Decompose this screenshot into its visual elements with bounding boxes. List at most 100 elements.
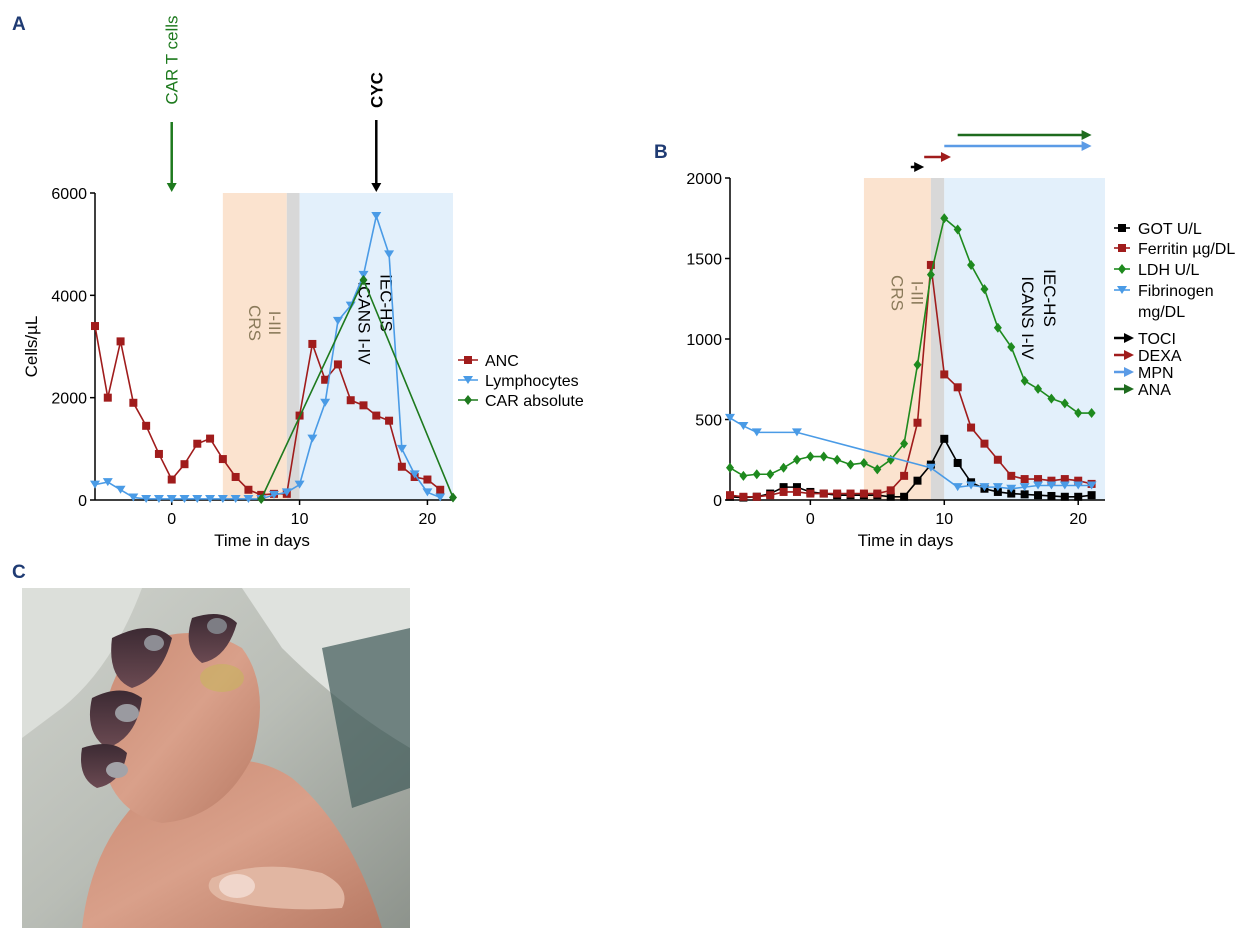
data-point-got [779,483,788,492]
data-point-ferritin [806,489,815,498]
data-point-anc [308,339,317,348]
legend-a-marker [464,356,472,364]
data-point-anc [129,398,138,407]
therapy-arrow-ana-head [1081,130,1092,140]
y-axis-label: Cells/µL [22,316,41,378]
data-point-ferritin [913,418,922,427]
data-point-ldh [1007,342,1016,353]
data-point-lymph [320,398,331,407]
legend-b-therapy-arrow-head [1124,333,1134,343]
data-point-ldh [1087,408,1096,419]
data-point-ldh [993,322,1002,333]
data-point-lymph [371,212,382,221]
data-point-anc [385,416,394,425]
data-point-lymph [179,494,190,503]
data-point-ferritin [886,486,895,495]
chart-b: CRS I-III ICANS I-IV IEC-HS 0 500 1000 1500 2000… [686,171,1105,550]
data-point-anc [244,485,253,494]
data-point-ldh [900,438,909,449]
therapy-arrow-mpn-head [1081,141,1092,151]
legend-a-label: Lymphocytes [485,373,579,390]
legend-b-marker [1118,264,1126,274]
data-point-fib [979,483,990,492]
data-point-lymph [115,485,126,494]
x-tick-label: 20 [419,511,437,528]
band-crs [222,193,287,500]
data-point-lymph [243,494,254,503]
data-point-got [940,434,949,443]
data-point-ferritin [926,260,935,269]
series-line-ferritin [729,264,1092,498]
data-point-ldh [739,470,748,481]
data-point-anc [154,449,163,458]
x-axis-label: Time in days [858,531,954,550]
y-tick-label: 0 [78,493,87,510]
x-tick-label: 10 [291,511,309,528]
data-point-lymph [166,494,177,503]
data-point-anc [372,411,381,420]
data-point-ferritin [1047,476,1056,485]
legend-a-marker [464,395,472,405]
data-point-lymph [205,494,216,503]
legend-b-marker [1117,286,1127,294]
data-point-ferritin [726,491,734,500]
x-tick-label: 0 [167,511,176,528]
data-point-anc [206,434,215,443]
data-point-ldh [806,451,815,462]
legend-a-label: CAR absolute [485,393,584,410]
data-point-fib [1019,483,1030,492]
data-point-ldh [873,464,882,475]
series-line-fib [729,417,1092,490]
data-point-anc [321,375,330,384]
event-cyc-label: CYC [367,72,386,108]
data-point-lymph [217,494,228,503]
crs-grade-label: I-III [265,311,284,336]
series-line-lymph [94,213,441,500]
data-point-lymph [358,270,369,279]
data-point-ferritin [1034,475,1043,484]
data-point-ldh [1047,393,1056,404]
legend-b-therapy-arrow-head [1124,367,1134,377]
clinical-photo-hand [22,588,410,928]
data-point-anc [116,337,125,346]
data-point-ferritin [833,489,842,498]
data-point-anc [333,360,342,369]
data-point-fib [725,413,735,422]
data-point-ldh [766,469,775,480]
legend-b-marker [1118,224,1126,232]
data-point-lymph [141,494,152,503]
data-point-lymph [230,494,241,503]
data-point-fib [966,481,977,490]
data-point-ferritin [792,487,801,496]
data-point-got [1060,492,1069,501]
data-point-got [1047,491,1056,500]
data-point-ldh [940,213,949,224]
data-point-ferritin [940,370,949,379]
crs-label: CRS [245,305,264,341]
legend-a-label: ANC [485,353,519,370]
legend-b-therapy-label: DEXA [1138,348,1182,365]
y-tick-label: 0 [713,493,722,510]
icans-label: ICANS I-IV [354,281,373,365]
event-cyc-arrow-head [371,183,382,192]
data-point-lymph [102,478,113,487]
x-tick-label: 0 [806,511,815,528]
data-point-fib [1046,481,1057,490]
crs-grade-label: I-III [907,281,926,306]
legend-b-label: Fibrinogen [1138,283,1214,300]
data-point-anc [167,475,176,484]
data-point-ferritin [900,471,909,480]
data-point-fib [925,463,936,472]
data-point-lymph [409,470,420,479]
data-point-ferritin [766,491,775,500]
data-point-ldh [926,269,935,280]
data-point-ldh [859,457,868,468]
data-point-lymph [307,434,318,443]
data-point-fib [791,428,802,437]
data-point-anc [397,462,406,471]
data-point-lymph [192,494,203,503]
data-point-ldh [1060,398,1069,409]
therapy-arrow-dexa-head [940,152,951,162]
data-point-ldh [726,462,734,473]
